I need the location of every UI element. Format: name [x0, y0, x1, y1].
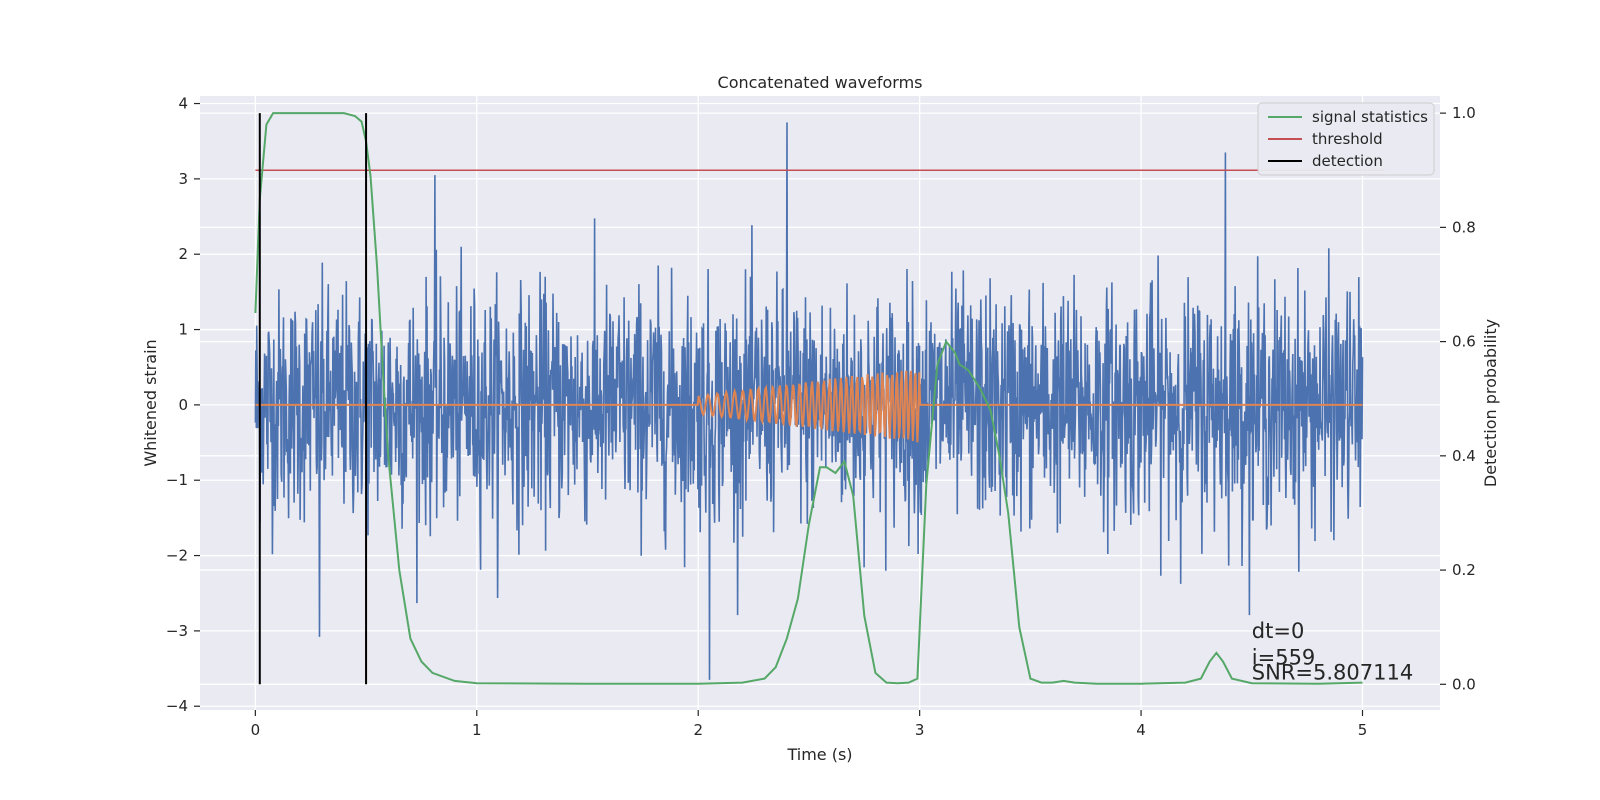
annotation-text: i=559: [1252, 645, 1316, 669]
y-tick-label: 0: [178, 396, 188, 414]
y2-tick-label: 0.6: [1452, 333, 1476, 351]
y-tick-label: −4: [166, 697, 188, 715]
x-axis-label: Time (s): [786, 745, 852, 764]
y-axis: −4 −3 −2 −1 0 1 2 3 4: [166, 95, 200, 715]
x-tick-label: 1: [472, 721, 482, 739]
x-axis: 0 1 2 3 4 5: [251, 710, 1368, 739]
annotation-text: dt=0: [1252, 619, 1305, 643]
right-y-axis: 0.0 0.2 0.4 0.6 0.8 1.0: [1440, 104, 1476, 693]
y-tick-label: −2: [166, 547, 188, 565]
chirp-waveform-line: [255, 370, 1363, 443]
y2-tick-label: 0.0: [1452, 675, 1476, 693]
y-tick-label: −1: [166, 471, 188, 489]
x-tick-label: 3: [915, 721, 925, 739]
y2-tick-label: 0.4: [1452, 447, 1476, 465]
x-tick-label: 2: [693, 721, 703, 739]
annotation-text: SNR=5.807114: [1252, 660, 1413, 684]
chart-title: Concatenated waveforms: [718, 73, 923, 92]
y2-axis-label: Detection probability: [1481, 319, 1500, 487]
y-tick-label: 4: [178, 95, 188, 113]
y2-tick-label: 0.8: [1452, 218, 1476, 236]
signal-statistics-line: [254, 112, 1363, 685]
legend-label: detection: [1312, 152, 1383, 170]
y-tick-label: −3: [166, 622, 188, 640]
x-tick-label: 4: [1136, 721, 1146, 739]
legend: signal statistics threshold detection: [1257, 102, 1435, 176]
y-tick-label: 3: [178, 170, 188, 188]
y-tick-label: 1: [178, 321, 188, 339]
y-grid: [200, 102, 1440, 707]
y-axis-label: Whitened strain: [141, 339, 160, 466]
legend-label: signal statistics: [1312, 108, 1428, 126]
y-tick-label: 2: [178, 245, 188, 263]
y2-tick-label: 1.0: [1452, 104, 1476, 122]
series-layer: [254, 112, 1385, 685]
y2-tick-label: 0.2: [1452, 561, 1476, 579]
x-tick-label: 0: [251, 721, 261, 739]
legend-label: threshold: [1312, 130, 1383, 148]
x-tick-label: 5: [1358, 721, 1368, 739]
strain-noise-line: [254, 122, 1364, 680]
legend-box: [1257, 102, 1435, 176]
